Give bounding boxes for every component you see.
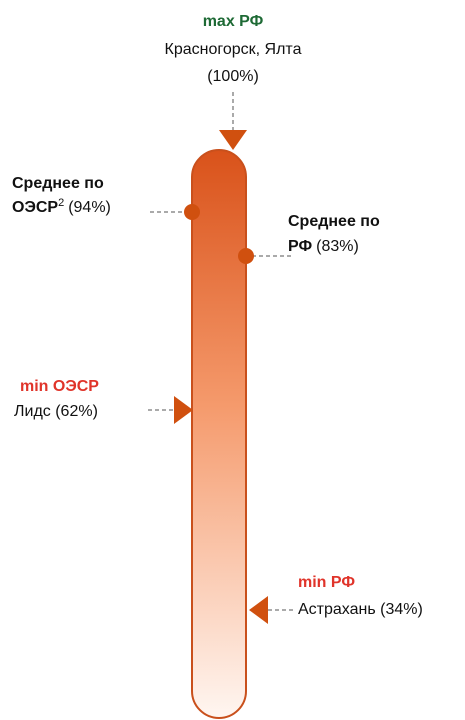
scale-bar	[191, 149, 247, 719]
marker-title: min ОЭСР	[20, 378, 99, 395]
marker-arrow	[219, 130, 247, 150]
marker-title: Среднее по	[288, 213, 380, 230]
marker-value: (94%)	[68, 199, 111, 216]
marker-arrow	[174, 396, 193, 424]
marker-title: max РФ	[203, 13, 264, 30]
marker-dot	[238, 248, 254, 264]
marker-title: РФ	[288, 238, 312, 255]
footnote: 2	[58, 197, 64, 209]
marker-label: РФ (83%)	[288, 238, 359, 255]
marker-dot	[184, 204, 200, 220]
marker-label: ОЭСР2 (94%)	[12, 197, 111, 216]
marker-title: Среднее по	[12, 175, 104, 192]
marker-title: min РФ	[298, 574, 355, 591]
marker-label: Красногорск, Ялта	[165, 41, 302, 58]
marker-label: (100%)	[207, 68, 259, 85]
marker-label: Астрахань (34%)	[298, 601, 423, 618]
marker-value: (83%)	[316, 238, 359, 255]
marker-title: ОЭСР	[12, 199, 58, 216]
marker-arrow	[249, 596, 268, 624]
marker-label: Лидс (62%)	[14, 403, 98, 420]
